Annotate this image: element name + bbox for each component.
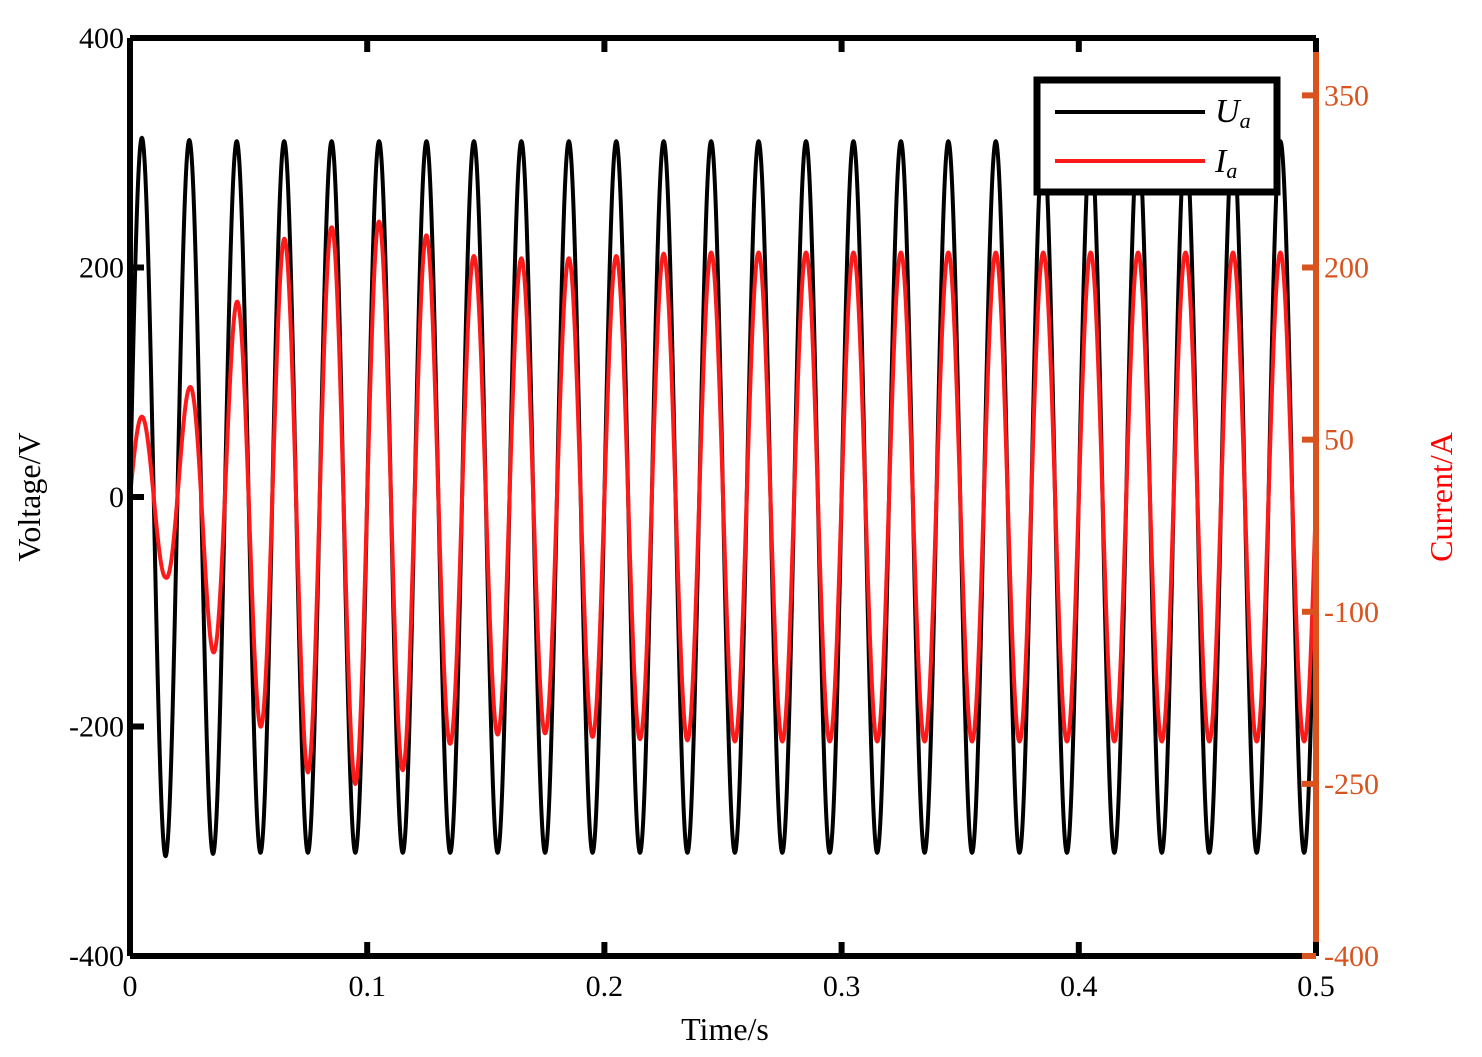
y-tick-label: 200: [79, 252, 124, 285]
y-axis-title: Voltage/V: [11, 432, 47, 561]
legend-label-voltage-sub: a: [1240, 108, 1251, 133]
legend-label-current-sub: a: [1226, 158, 1237, 183]
y-tick-label: -200: [69, 711, 124, 744]
legend-label-current-main: I: [1214, 143, 1228, 180]
x-axis-title: Time/s: [681, 1011, 769, 1047]
y2-tick-label: -100: [1324, 596, 1379, 629]
x-tick-label: 0.5: [1297, 970, 1335, 1003]
y-tick-label: 0: [109, 481, 124, 514]
legend-label-voltage-main: U: [1215, 93, 1242, 130]
y2-tick-label: 200: [1324, 252, 1369, 285]
series-line-current: [128, 219, 1318, 786]
x-tick-label: 0: [123, 970, 138, 1003]
y2-tick-label: 50: [1324, 424, 1354, 457]
y2-tick-label: -250: [1324, 768, 1379, 801]
legend: Ua Ia: [1033, 76, 1281, 196]
y2-tick-label: -400: [1324, 940, 1379, 973]
x-tick-label: 0.3: [823, 970, 861, 1003]
legend-label-voltage: Ua: [1215, 93, 1251, 133]
y2-tick-label: 350: [1324, 79, 1369, 112]
y-tick-label: 400: [79, 22, 124, 55]
y-tick-label: -400: [69, 940, 124, 973]
x-tick-label: 0.2: [586, 970, 624, 1003]
x-tick-label: 0.4: [1060, 970, 1098, 1003]
legend-box: [1033, 76, 1281, 196]
series-layer: [128, 135, 1318, 859]
x-tick-label: 0.1: [348, 970, 386, 1003]
axes-frame: [127, 35, 1319, 959]
legend-label-current: Ia: [1214, 143, 1237, 183]
y2-axis-title: Current/A: [1423, 432, 1459, 562]
tick-layer: 0 0.1 0.2 0.3 0.4 0.5-400-2000200400-400-250-…: [69, 22, 1379, 1003]
